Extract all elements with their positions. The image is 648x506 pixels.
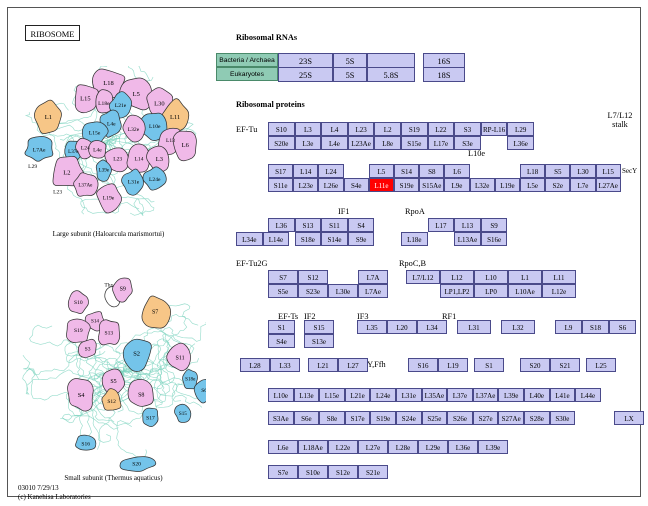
svg-text:L7Ae: L7Ae <box>33 147 46 153</box>
svg-text:L29: L29 <box>28 164 37 170</box>
svg-text:L19e: L19e <box>103 195 115 201</box>
svg-text:L32e: L32e <box>128 127 140 133</box>
svg-text:L37Ae: L37Ae <box>78 182 93 188</box>
svg-text:L23: L23 <box>53 190 62 196</box>
svg-text:L30: L30 <box>154 100 164 107</box>
svg-text:L3: L3 <box>156 156 163 163</box>
svg-text:S17: S17 <box>146 416 155 422</box>
svg-text:Thx: Thx <box>104 283 113 289</box>
svg-text:S15: S15 <box>179 411 187 417</box>
svg-text:L6: L6 <box>182 142 190 149</box>
svg-text:S8: S8 <box>138 393 144 399</box>
svg-text:S18e: S18e <box>185 377 196 383</box>
svg-text:L37e: L37e <box>68 149 79 155</box>
svg-text:L11: L11 <box>170 114 180 121</box>
svg-text:L18e: L18e <box>98 101 110 107</box>
svg-text:S12: S12 <box>107 399 116 405</box>
svg-text:L31e: L31e <box>128 180 140 186</box>
svg-text:S19: S19 <box>74 328 83 334</box>
svg-text:S20: S20 <box>132 462 141 468</box>
svg-text:L23: L23 <box>113 157 122 163</box>
svg-text:S5: S5 <box>110 379 116 385</box>
svg-text:S14: S14 <box>91 319 99 325</box>
svg-text:L39e: L39e <box>99 167 110 173</box>
svg-text:L5: L5 <box>133 91 140 98</box>
svg-text:S6: S6 <box>201 388 206 394</box>
svg-text:L24e: L24e <box>149 177 161 183</box>
svg-text:S10: S10 <box>74 300 83 306</box>
svg-text:S16: S16 <box>81 441 90 447</box>
svg-text:L15: L15 <box>80 96 90 103</box>
svg-text:S11: S11 <box>176 356 185 362</box>
svg-text:L4e: L4e <box>93 147 102 153</box>
svg-text:L13: L13 <box>166 138 175 144</box>
svg-text:L18: L18 <box>103 80 113 87</box>
svg-text:L14: L14 <box>135 157 144 163</box>
svg-text:S3: S3 <box>85 346 91 352</box>
svg-text:L10e: L10e <box>149 124 161 130</box>
svg-text:S9: S9 <box>120 287 126 293</box>
svg-text:L21e: L21e <box>115 103 127 109</box>
svg-text:S13: S13 <box>105 331 114 337</box>
svg-text:S2: S2 <box>133 350 140 357</box>
svg-text:L2: L2 <box>63 170 70 177</box>
svg-text:S7: S7 <box>152 310 158 316</box>
svg-text:L4e: L4e <box>107 121 116 127</box>
svg-text:S4: S4 <box>78 392 86 399</box>
svg-text:L24: L24 <box>81 145 90 151</box>
svg-text:L1: L1 <box>45 114 52 121</box>
svg-text:L15e: L15e <box>89 131 101 137</box>
